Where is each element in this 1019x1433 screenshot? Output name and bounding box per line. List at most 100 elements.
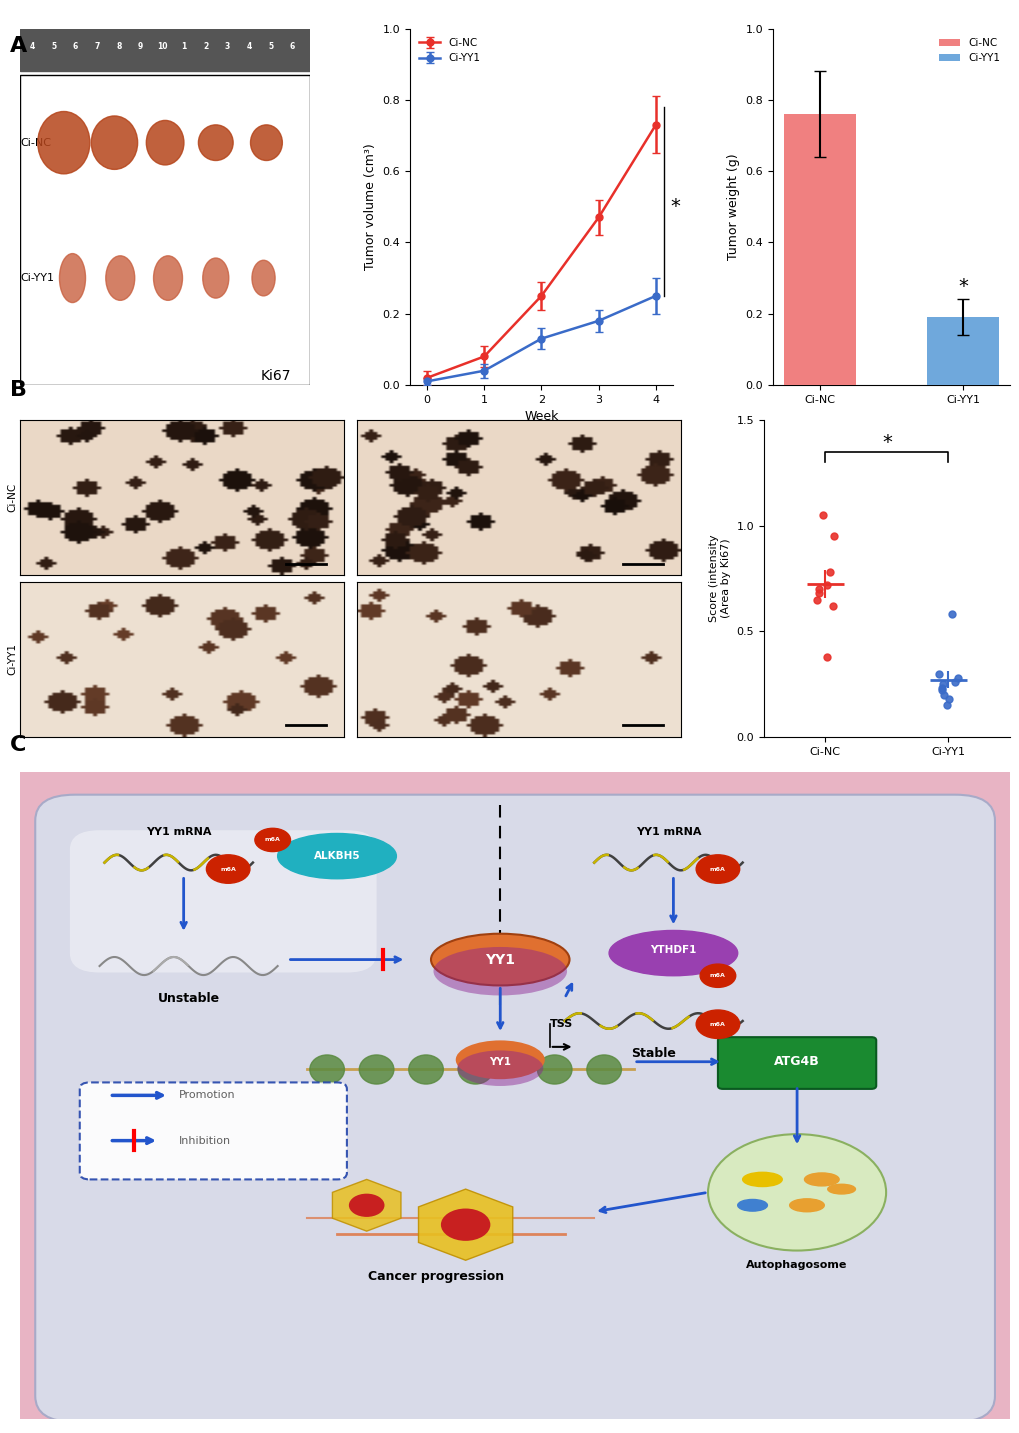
Text: YTHDF1: YTHDF1: [649, 944, 696, 954]
Ellipse shape: [433, 947, 567, 996]
Ellipse shape: [431, 934, 569, 986]
Ellipse shape: [59, 254, 86, 302]
Circle shape: [699, 964, 735, 987]
Text: C: C: [10, 735, 26, 755]
Text: 1: 1: [181, 42, 186, 52]
Point: [933, 676, 950, 699]
Ellipse shape: [154, 257, 182, 301]
FancyBboxPatch shape: [79, 1082, 346, 1179]
Text: 8: 8: [116, 42, 121, 52]
Text: Stable: Stable: [631, 1048, 676, 1060]
Legend: Ci-NC, Ci-YY1: Ci-NC, Ci-YY1: [415, 34, 484, 67]
Ellipse shape: [203, 258, 228, 298]
Bar: [783, 115, 855, 385]
Text: Ci-YY1: Ci-YY1: [20, 274, 54, 284]
Text: TSS: TSS: [549, 1019, 573, 1029]
Y-axis label: Score (intensity
(Area by Ki67): Score (intensity (Area by Ki67): [708, 535, 731, 622]
Text: ALKBH5: ALKBH5: [314, 851, 360, 861]
Ellipse shape: [199, 125, 233, 160]
FancyBboxPatch shape: [0, 762, 1019, 1433]
Text: 5: 5: [51, 42, 56, 52]
Circle shape: [255, 828, 290, 851]
Y-axis label: Ci-YY1: Ci-YY1: [7, 643, 17, 675]
Ellipse shape: [455, 1040, 544, 1079]
Text: 5: 5: [268, 42, 273, 52]
FancyBboxPatch shape: [36, 795, 994, 1422]
Point: [818, 573, 835, 596]
Ellipse shape: [457, 1050, 543, 1086]
Text: 7: 7: [95, 42, 100, 52]
Bar: [926, 317, 998, 385]
Text: 4: 4: [247, 42, 252, 52]
Ellipse shape: [804, 1174, 839, 1187]
Ellipse shape: [252, 261, 275, 295]
Point: [929, 662, 946, 685]
X-axis label: Week: Week: [524, 410, 558, 423]
Text: YY1: YY1: [485, 953, 515, 967]
Point: [935, 684, 952, 706]
Ellipse shape: [146, 120, 183, 165]
Text: A: A: [10, 36, 28, 56]
Ellipse shape: [737, 1199, 766, 1211]
Y-axis label: Tumor weight (g): Tumor weight (g): [727, 153, 739, 261]
Ellipse shape: [827, 1184, 855, 1194]
Point: [818, 645, 835, 668]
Text: 9: 9: [138, 42, 143, 52]
Text: YY1 mRNA: YY1 mRNA: [146, 827, 211, 837]
Text: 3: 3: [224, 42, 229, 52]
Ellipse shape: [92, 116, 138, 169]
Text: 4: 4: [30, 42, 35, 52]
Circle shape: [696, 1010, 739, 1039]
Point: [933, 672, 950, 695]
Legend: Ci-NC, Ci-YY1: Ci-NC, Ci-YY1: [934, 34, 1004, 67]
Ellipse shape: [537, 1055, 572, 1083]
Text: ATG4B: ATG4B: [773, 1055, 819, 1068]
Ellipse shape: [106, 257, 135, 301]
Ellipse shape: [251, 125, 282, 160]
Point: [821, 560, 838, 583]
Text: m6A: m6A: [265, 837, 280, 843]
Ellipse shape: [742, 1172, 782, 1187]
Circle shape: [707, 1134, 886, 1251]
Point: [810, 577, 826, 600]
Point: [814, 504, 830, 527]
Point: [825, 524, 842, 547]
Point: [810, 582, 826, 605]
Point: [808, 588, 824, 610]
Y-axis label: Tumor volume (cm³): Tumor volume (cm³): [364, 143, 376, 271]
Point: [946, 671, 962, 694]
FancyBboxPatch shape: [717, 1037, 875, 1089]
Text: m6A: m6A: [709, 867, 726, 871]
Point: [933, 679, 950, 702]
Y-axis label: Ci-NC: Ci-NC: [7, 483, 17, 513]
Ellipse shape: [458, 1055, 492, 1083]
Circle shape: [696, 856, 739, 883]
Text: Unstable: Unstable: [157, 992, 219, 1005]
Text: Inhibition: Inhibition: [178, 1135, 230, 1145]
Text: 6: 6: [289, 42, 294, 52]
Circle shape: [206, 856, 250, 883]
Text: m6A: m6A: [709, 973, 726, 979]
Ellipse shape: [789, 1199, 823, 1212]
Ellipse shape: [608, 930, 737, 976]
Bar: [20, 75, 310, 385]
Point: [944, 603, 960, 626]
Text: 10: 10: [157, 42, 167, 52]
Point: [823, 595, 840, 618]
Text: Ki67: Ki67: [260, 368, 290, 383]
Text: Promotion: Promotion: [178, 1091, 235, 1101]
Ellipse shape: [359, 1055, 393, 1083]
Circle shape: [440, 1208, 490, 1241]
Ellipse shape: [586, 1055, 621, 1083]
Text: Ci-NC: Ci-NC: [20, 138, 51, 148]
Text: m6A: m6A: [709, 1022, 726, 1026]
Ellipse shape: [277, 834, 396, 878]
Text: *: *: [881, 433, 891, 451]
Text: Autophagosome: Autophagosome: [746, 1260, 847, 1270]
Text: YY1: YY1: [489, 1056, 511, 1066]
Text: *: *: [957, 278, 967, 297]
Text: 6: 6: [72, 42, 77, 52]
Bar: [20, 29, 310, 72]
Text: 2: 2: [203, 42, 208, 52]
Point: [949, 666, 965, 689]
